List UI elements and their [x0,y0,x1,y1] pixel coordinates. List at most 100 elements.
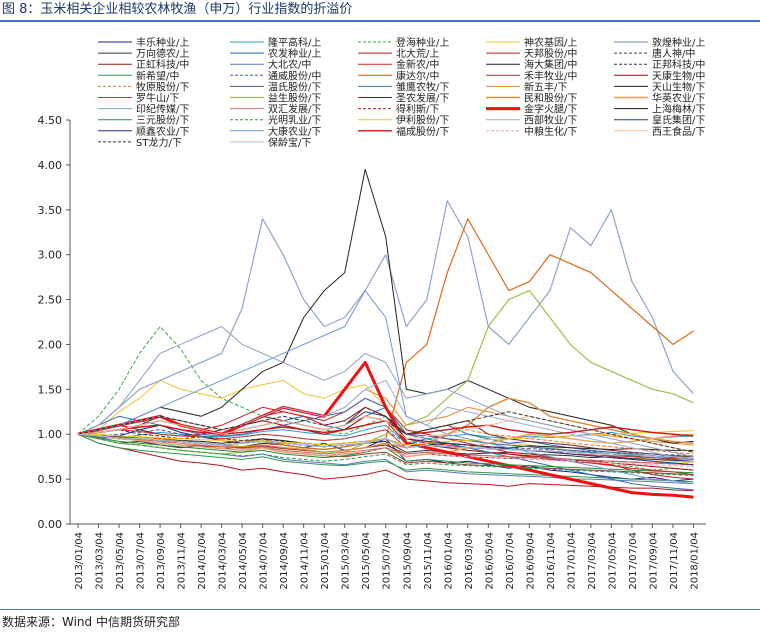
series-line [77,429,694,457]
x-tick-label: 2015/09/04 [402,532,413,590]
legend-label: 北大荒/上 [396,47,439,60]
legend-label: 神农基因/上 [524,36,577,49]
series-line [77,433,694,459]
x-tick-label: 2017/11/04 [669,532,680,590]
legend-label: 温氏股份/下 [268,81,321,93]
y-tick-label: 4.50 [38,114,63,127]
y-tick-label: 2.00 [38,338,63,351]
legend-label: 皇氏集团/下 [652,114,705,127]
x-tick-label: 2013/05/04 [115,532,126,590]
x-tick-label: 2013/03/04 [95,532,106,590]
legend-label: 中粮生化/下 [524,125,577,138]
legend-label: 天康生物/中 [652,69,705,82]
legend-label: 唐人神/中 [652,47,695,60]
source-divider [0,609,760,610]
x-tick-label: 2016/09/04 [525,532,536,590]
legend-label: 金字火腿/下 [524,103,577,116]
legend-label: 华英农业/下 [652,92,705,105]
legend-label: 得利斯/下 [396,103,439,116]
figure-title: 图 8：玉米相关企业相较农林牧渔（申万）行业指数的折溢价 [2,2,353,17]
x-tick-label: 2014/01/04 [197,532,208,590]
legend-label: 隆平高科/上 [268,36,321,49]
x-tick-label: 2014/05/04 [238,532,249,590]
legend-label: 天邦股份/中 [524,47,577,60]
series-line [77,200,694,435]
x-tick-label: 2016/07/04 [505,532,516,590]
plot-area: 0.00 0.50 1.00 1.50 2.00 2.50 3.00 3.50 4.00 4.50… [38,114,706,590]
x-tick-label: 2016/11/04 [546,532,557,590]
x-tick-label: 2013/01/04 [74,532,85,590]
series-line [77,433,694,467]
series-line [77,326,694,458]
legend-label: 圣农发展/下 [396,92,449,105]
series-line [77,433,694,476]
x-tick-label: 2014/07/04 [259,532,270,590]
x-tick-label: 2015/05/04 [361,532,372,590]
y-tick-label: 3.00 [38,249,63,262]
legend-label: 大北农/中 [268,58,311,71]
legend-label: 通威股份/中 [268,69,321,82]
source-note: 数据来源：Wind 中信期货研究部 [2,615,180,629]
legend-label: 牧原股份/下 [136,80,189,93]
series-line [77,433,694,483]
x-tick-label: 2013/09/04 [156,532,167,590]
x-tick-label: 2013/07/04 [136,532,147,590]
y-tick-label: 4.00 [38,159,63,172]
legend-label: 三元股份/下 [136,115,189,127]
series-line [77,433,694,492]
legend-label: 万向德农/上 [136,47,189,60]
y-tick-label: 3.50 [38,204,63,217]
legend-label: 大康农业/下 [268,125,321,138]
legend-label: 上海梅林/下 [652,103,705,116]
x-tick-label: 2017/03/04 [587,532,598,590]
x-tick-label: 2017/09/04 [648,532,659,590]
y-tick-label: 0.00 [38,518,63,531]
y-tick-label: 2.50 [38,294,63,307]
series-line [77,406,694,453]
legend-label: 保龄宝/下 [268,136,311,149]
x-tick-label: 2014/11/04 [300,532,311,590]
title-divider [0,20,760,22]
x-tick-label: 2013/11/04 [177,532,188,590]
legend-label: 新希望/中 [136,69,179,82]
legend-label: 正邦科技/中 [652,58,705,71]
x-tick-label: 2017/05/04 [607,532,618,590]
x-tick-label: 2015/11/04 [423,532,434,590]
x-tick-label: 2016/05/04 [484,532,495,590]
series-line [77,290,694,485]
legend-label: 天山生物/下 [652,80,705,93]
legend-label: 印纪传媒/下 [136,104,189,116]
legend-label: 民和股份/下 [524,93,577,105]
legend-label: 雏鹰农牧/下 [396,80,449,93]
legend-label: 禾丰牧业/中 [524,69,577,82]
series-line [77,218,694,451]
legend-label: 罗牛山/下 [136,92,179,105]
legend-label: 顺鑫农业/下 [136,125,189,138]
legend-label: 正虹科技/中 [136,58,189,71]
legend-label: 伊利股份/下 [396,115,449,127]
legend-label: 西部牧业/下 [524,114,577,127]
x-tick-label: 2015/03/04 [341,532,352,590]
legend-label: 新五丰/下 [524,80,567,93]
series-line [77,168,694,444]
x-tick-label: 2015/01/04 [320,532,331,590]
series-line [77,429,694,460]
x-tick-label: 2015/07/04 [382,532,393,590]
legend-label: 丰乐种业/上 [136,36,189,49]
legend-label: 登海种业/上 [396,36,449,49]
legend-label: 金新农/中 [396,58,439,71]
series-line [77,433,694,462]
x-tick-label: 2018/01/04 [689,532,700,590]
legend-label: 光明乳业/下 [268,114,321,127]
legend-label: 海大集团/中 [524,58,577,71]
legend-label: ST龙力/下 [136,136,182,149]
x-tick-label: 2014/03/04 [218,532,229,590]
legend-label: 福成股份/下 [396,125,449,138]
y-tick-label: 1.50 [38,383,63,396]
x-tick-label: 2014/09/04 [279,532,290,590]
legend-label: 康达尔/中 [396,69,439,82]
x-tick-label: 2017/07/04 [628,532,639,590]
x-tick-label: 2017/01/04 [566,532,577,590]
